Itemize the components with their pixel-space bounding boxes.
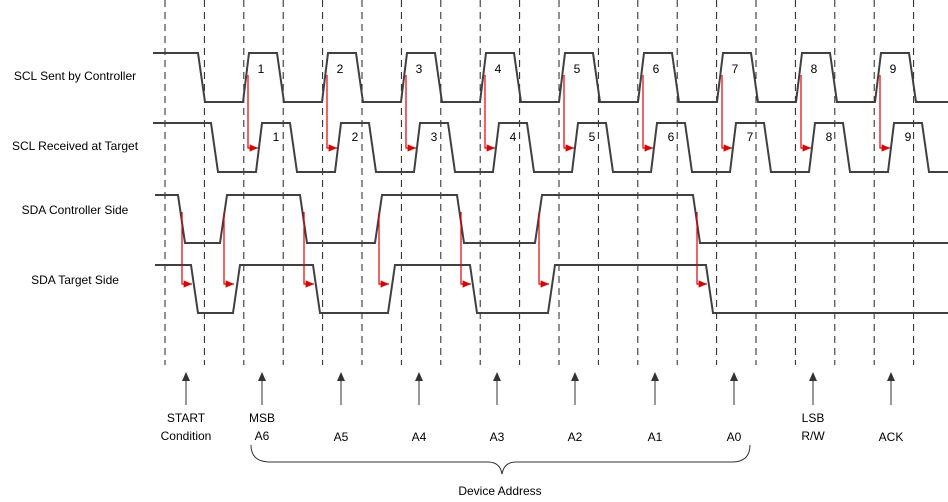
delay-arrow bbox=[800, 75, 811, 152]
signal-label: SDA Target Side bbox=[31, 273, 119, 287]
delay-arrow bbox=[405, 75, 416, 152]
pulse-number: 4 bbox=[495, 62, 502, 76]
marker-label: LSB bbox=[802, 411, 825, 425]
marker-label: A3 bbox=[490, 430, 505, 444]
delay-arrow bbox=[538, 212, 549, 288]
pulse-number: 7 bbox=[732, 62, 739, 76]
delay-arrow bbox=[721, 75, 732, 152]
pulse-number: 9 bbox=[890, 62, 897, 76]
marker-label: A6 bbox=[255, 429, 270, 443]
delay-arrow bbox=[378, 212, 389, 288]
scl-received-wave bbox=[153, 122, 948, 173]
marker-label: A1 bbox=[648, 430, 663, 444]
signal-label: SCL Sent by Controller bbox=[14, 69, 136, 83]
marker-label: MSB bbox=[249, 411, 275, 425]
delay-arrow bbox=[326, 75, 337, 152]
marker-label: Condition bbox=[161, 429, 212, 443]
delay-arrow bbox=[223, 212, 234, 288]
marker-label: A2 bbox=[568, 430, 583, 444]
delay-arrow bbox=[181, 212, 192, 288]
signal-label: SCL Received at Target bbox=[12, 139, 139, 153]
marker-label: ACK bbox=[879, 430, 904, 444]
delay-arrow bbox=[484, 75, 495, 152]
delay-arrow bbox=[460, 212, 471, 288]
pulse-number: 2 bbox=[352, 130, 359, 144]
pulse-number: 6 bbox=[653, 62, 660, 76]
brace bbox=[250, 444, 751, 475]
pulse-number: 8 bbox=[811, 62, 818, 76]
delay-arrow bbox=[303, 212, 314, 288]
pulse-number: 1 bbox=[258, 62, 265, 76]
pulse-number: 7 bbox=[747, 130, 754, 144]
pulse-number: 5 bbox=[574, 62, 581, 76]
pulse-number: 8 bbox=[826, 130, 833, 144]
sda-target-wave bbox=[155, 264, 948, 314]
sda-controller-wave bbox=[155, 194, 948, 244]
delay-arrow bbox=[879, 75, 890, 152]
delay-arrow bbox=[642, 75, 653, 152]
signal-label: SDA Controller Side bbox=[22, 203, 129, 217]
pulse-number: 5 bbox=[589, 130, 596, 144]
delay-arrow bbox=[563, 75, 574, 152]
delay-arrow bbox=[247, 75, 258, 152]
pulse-number: 1 bbox=[273, 130, 280, 144]
marker-label: A5 bbox=[334, 430, 349, 444]
marker-label: R/W bbox=[801, 429, 825, 443]
marker-label: START bbox=[167, 411, 206, 425]
delay-arrow bbox=[696, 212, 707, 288]
scl-sent-wave bbox=[153, 52, 948, 103]
pulse-number: 4 bbox=[510, 130, 517, 144]
pulse-number: 3 bbox=[416, 62, 423, 76]
pulse-number: 9 bbox=[905, 130, 912, 144]
marker-label: A4 bbox=[412, 430, 427, 444]
pulse-number: 6 bbox=[668, 130, 675, 144]
brace-label: Device Address bbox=[458, 484, 541, 498]
marker-label: A0 bbox=[727, 430, 742, 444]
pulse-number: 2 bbox=[337, 62, 344, 76]
pulse-number: 3 bbox=[431, 130, 438, 144]
